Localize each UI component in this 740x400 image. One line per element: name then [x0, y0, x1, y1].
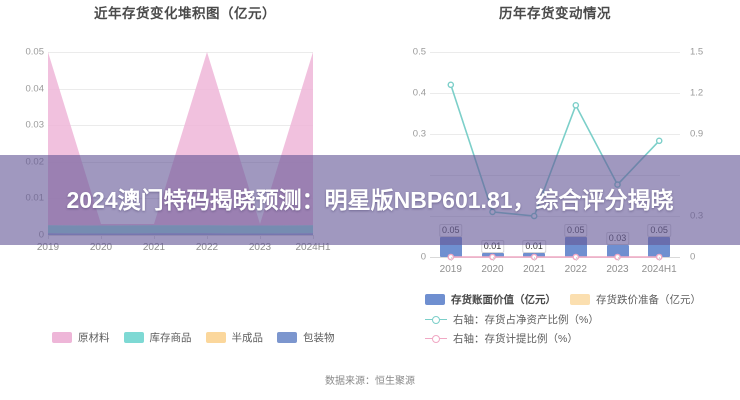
- legend-label-semi-finished: 半成品: [231, 332, 264, 344]
- legend-label-net-asset-ratio: 右轴：存货占净资产比例（%）: [453, 314, 599, 326]
- x-tick-label: 2023: [248, 242, 272, 253]
- x-tick-mark: [450, 257, 452, 261]
- legend-item-finished-goods: 库存商品: [123, 330, 192, 345]
- legend-label-finished-goods: 库存商品: [149, 332, 192, 344]
- left-chart-title: 近年存货变化堆积图（亿元）: [94, 6, 276, 21]
- right-legend-line-provision: 右轴：存货计提比例（%）: [425, 331, 594, 346]
- y-tick-label-right: 1.2: [690, 87, 704, 99]
- legend-swatch-book-value: [425, 294, 445, 305]
- gridline: [48, 88, 313, 90]
- legend-label-raw-material: 原材料: [78, 332, 110, 344]
- line-marker-icon: [425, 334, 447, 344]
- line-point: [655, 137, 663, 145]
- line-point: [447, 81, 455, 89]
- legend-label-book-value: 存货账面价值（亿元）: [451, 294, 556, 306]
- legend-item-book-value: 存货账面价值（亿元）: [425, 292, 556, 307]
- y-tick-label: 0.03: [25, 119, 45, 131]
- x-tick-label: 2020: [481, 264, 504, 275]
- gridline: [430, 134, 680, 135]
- legend-swatch-packaging: [277, 332, 297, 343]
- x-tick-label: 2019: [439, 264, 462, 275]
- legend-label-provision-ratio: 右轴：存货计提比例（%）: [453, 333, 578, 345]
- y-tick-label-left: 0: [420, 251, 426, 263]
- gridline: [430, 52, 680, 53]
- legend-item-semi-finished: 半成品: [205, 330, 264, 345]
- gridline: [48, 125, 313, 127]
- y-tick-label: 0.05: [25, 46, 45, 58]
- y-tick-label-left: 0.3: [412, 128, 426, 140]
- x-tick-label: 2023: [606, 264, 629, 275]
- x-tick-mark: [534, 257, 536, 261]
- y-tick-label-left: 0.4: [412, 87, 426, 99]
- right-chart-title: 历年存货变动情况: [499, 6, 611, 21]
- x-tick-label: 2020: [89, 242, 113, 253]
- x-tick-label: 2022: [564, 264, 587, 275]
- x-tick-label: 2024H1: [295, 242, 331, 253]
- watermark-text: 2024澳门特码揭晓预测：明星版NBP601.81，综合评分揭晓: [66, 187, 674, 213]
- line-point: [614, 253, 621, 261]
- legend-swatch-impairment: [570, 294, 590, 305]
- y-tick-label-right: 1.5: [690, 46, 704, 58]
- line-marker-icon: [425, 315, 447, 325]
- legend-item-provision-ratio: 右轴：存货计提比例（%）: [425, 331, 578, 346]
- left-legend: 原材料 库存商品 半成品 包装物: [52, 330, 349, 345]
- bar-2023: [606, 244, 629, 257]
- gridline: [48, 52, 313, 53]
- legend-label-impairment: 存货跌价准备（亿元）: [596, 294, 701, 306]
- y-tick-label-right: 0.9: [690, 128, 704, 140]
- legend-label-packaging: 包装物: [303, 332, 335, 344]
- gridline: [430, 93, 680, 94]
- legend-item-net-asset-ratio: 右轴：存货占净资产比例（%）: [425, 312, 599, 327]
- legend-item-raw-material: 原材料: [52, 330, 110, 345]
- y-tick-label: 0.04: [25, 83, 45, 95]
- y-tick-label-left: 0.5: [412, 46, 426, 58]
- legend-item-packaging: 包装物: [277, 330, 335, 345]
- x-tick-label: 2022: [195, 242, 219, 253]
- legend-item-impairment: 存货跌价准备（亿元）: [570, 292, 701, 307]
- x-tick-label: 2019: [36, 242, 60, 253]
- x-tick-label: 2021: [523, 264, 546, 275]
- legend-swatch-finished-goods: [123, 332, 144, 343]
- right-legend-bars: 存货账面价值（亿元） 存货跌价准备（亿元）: [425, 292, 715, 307]
- x-tick-mark: [659, 257, 661, 261]
- watermark-banner: 2024澳门特码揭晓预测：明星版NBP601.81，综合评分揭晓: [0, 155, 740, 245]
- x-tick-mark: [575, 257, 577, 261]
- x-tick-mark: [617, 257, 619, 261]
- line-point: [572, 102, 580, 109]
- legend-swatch-semi-finished: [205, 332, 226, 343]
- y-tick-label-right: 0: [690, 251, 696, 263]
- legend-swatch-raw-material: [52, 332, 72, 343]
- data-source-note: 数据来源：恒生聚源: [325, 376, 415, 387]
- right-legend-line-net-asset: 右轴：存货占净资产比例（%）: [425, 312, 615, 327]
- x-tick-mark: [492, 257, 494, 261]
- x-tick-label: 2024H1: [641, 264, 677, 275]
- x-tick-label: 2021: [142, 242, 166, 253]
